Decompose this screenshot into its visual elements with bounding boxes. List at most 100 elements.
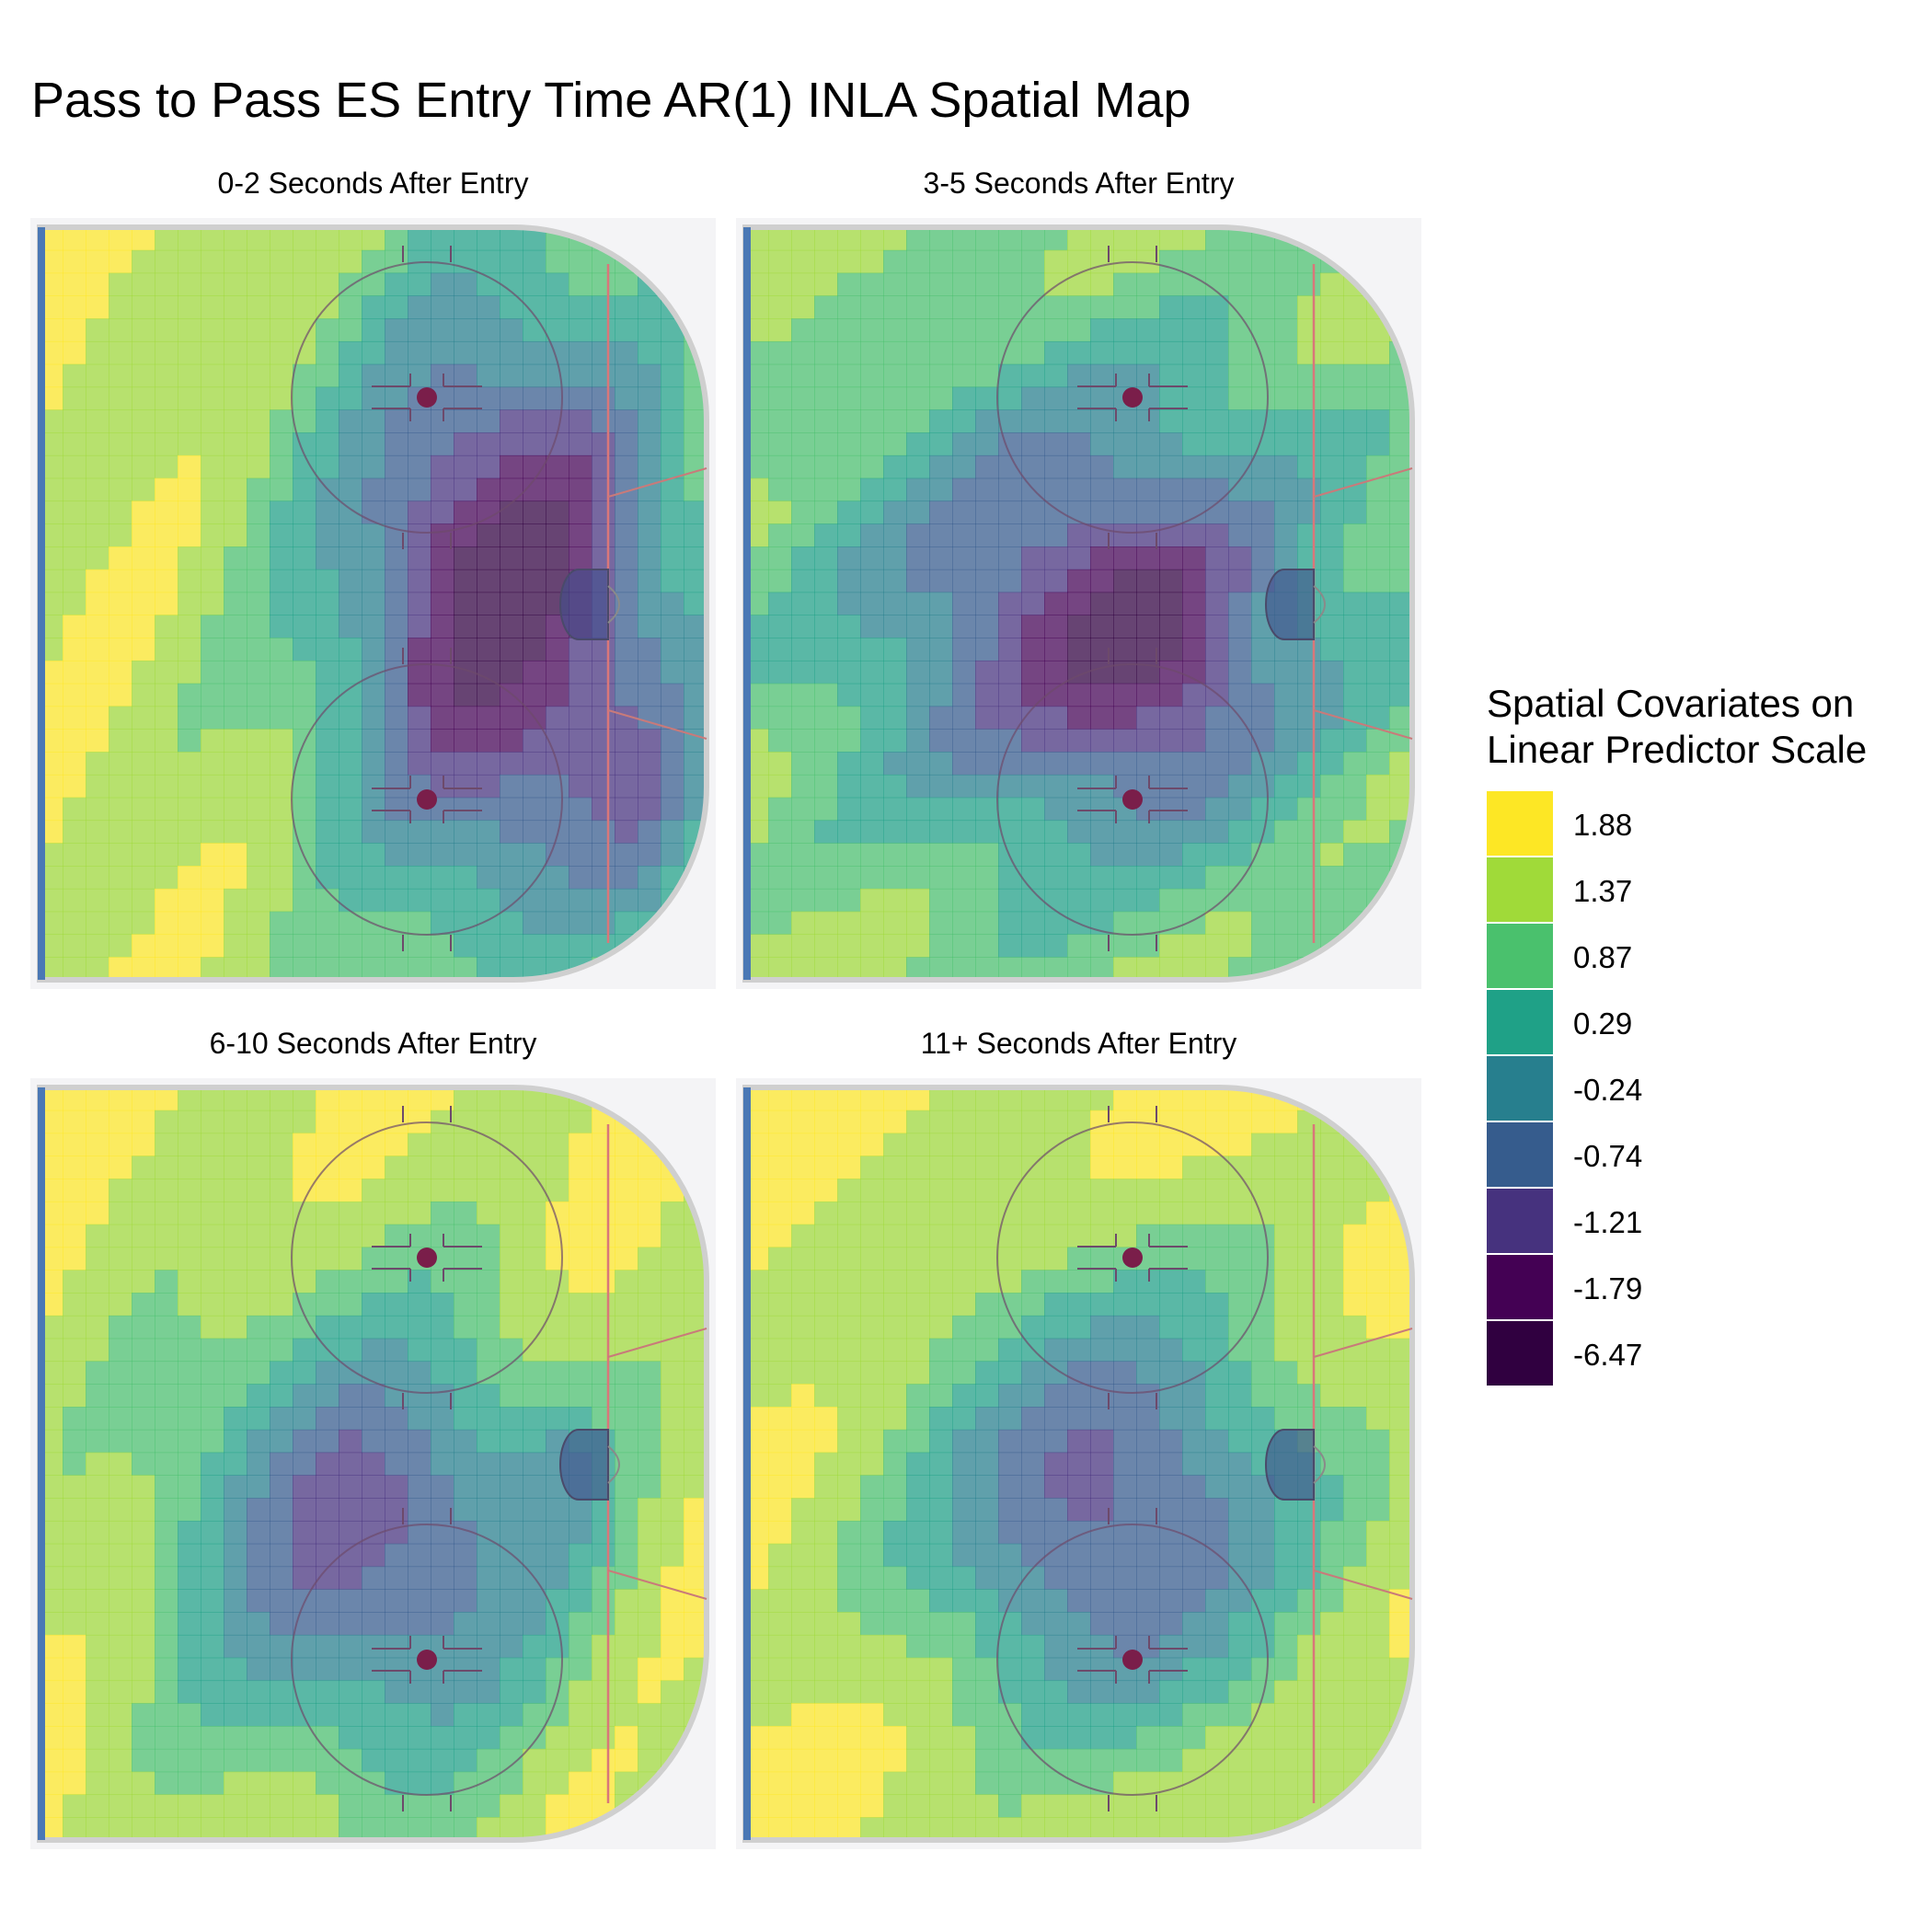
heatmap-cell	[546, 1634, 569, 1659]
heatmap-cell	[952, 295, 976, 319]
heatmap-cell	[1251, 500, 1275, 524]
heatmap-cell	[860, 1338, 884, 1363]
heatmap-cell	[1297, 272, 1321, 296]
heatmap-cell	[1113, 1156, 1137, 1179]
heatmap-cell	[1021, 1407, 1045, 1431]
heatmap-cell	[1297, 1771, 1321, 1796]
heatmap-cell	[814, 1429, 838, 1454]
heatmap-cell	[339, 957, 362, 980]
heatmap-cell	[201, 569, 224, 593]
heatmap-cell	[63, 1452, 86, 1476]
heatmap-cell	[1159, 1338, 1183, 1363]
heatmap-cell	[339, 454, 362, 479]
heatmap-cell	[339, 1520, 362, 1545]
heatmap-cell	[155, 1817, 178, 1840]
heatmap-cell	[1274, 683, 1298, 707]
heatmap-cell	[454, 615, 477, 638]
heatmap-cell	[1136, 1452, 1160, 1476]
heatmap-cell	[1159, 797, 1183, 822]
heatmap-cell	[1182, 1657, 1206, 1682]
heatmap-cell	[339, 1361, 362, 1385]
heatmap-cell	[929, 1452, 953, 1476]
crease-line	[1313, 1328, 1413, 1358]
heatmap-cell	[1067, 957, 1091, 980]
heatmap-cell	[1205, 432, 1229, 456]
heatmap-cell	[1251, 318, 1275, 342]
heatmap-cell	[592, 477, 615, 502]
heatmap-cell	[224, 1429, 247, 1454]
heatmap-cell	[952, 1338, 976, 1363]
heatmap-cell	[791, 1201, 815, 1225]
heatmap-cell	[546, 1110, 569, 1134]
heatmap-cell	[201, 1748, 224, 1773]
heatmap-cell	[1343, 706, 1367, 730]
heatmap-cell	[523, 934, 546, 958]
heatmap-cell	[247, 295, 270, 319]
heatmap-cell	[1343, 1680, 1367, 1704]
heatmap-cell	[569, 1680, 592, 1704]
heatmap-cell	[408, 295, 431, 319]
heatmap-cell	[1159, 1429, 1183, 1454]
heatmap-cell	[63, 295, 86, 319]
heatmap-cell	[1021, 1110, 1045, 1134]
heatmap-cell	[837, 1338, 861, 1363]
heatmap-cell	[362, 729, 385, 753]
heatmap-cell	[339, 1429, 362, 1454]
heatmap-cell	[906, 729, 930, 753]
heatmap-cell	[500, 660, 523, 684]
heatmap-cell	[63, 888, 86, 913]
heatmap-cell	[339, 409, 362, 433]
heatmap-cell	[1343, 454, 1367, 479]
heatmap-cell	[132, 1293, 155, 1317]
heatmap-cell	[431, 1543, 454, 1568]
heatmap-cell	[523, 1270, 546, 1294]
heatmap-cell	[1159, 729, 1183, 753]
heatmap-cell	[1044, 592, 1068, 615]
heatmap-cell	[860, 1657, 884, 1682]
faceoff-circle	[291, 1121, 563, 1394]
heatmap-cell	[1159, 546, 1183, 570]
heatmap-cell	[768, 1520, 792, 1545]
heatmap-cell	[1297, 888, 1321, 913]
heatmap-cell	[109, 272, 132, 296]
heatmap-cell	[1274, 1384, 1298, 1408]
heatmap-cell	[155, 1429, 178, 1454]
heatmap-cell	[1136, 295, 1160, 319]
heatmap-cell	[86, 432, 109, 456]
heatmap-cell	[1044, 843, 1068, 867]
heatmap-cell	[1021, 774, 1045, 799]
heatmap-cell	[998, 432, 1022, 456]
heatmap-cell	[638, 454, 661, 479]
heatmap-cell	[155, 1133, 178, 1156]
heatmap-cell	[293, 1224, 316, 1248]
heatmap-cell	[592, 774, 615, 799]
heatmap-cell	[362, 683, 385, 707]
heatmap-cell	[63, 1748, 86, 1773]
heatmap-cell	[1251, 1657, 1275, 1682]
heatmap-cell	[1343, 340, 1367, 365]
heatmap-cell	[638, 1384, 661, 1408]
heatmap-cell	[1297, 454, 1321, 479]
heatmap-cell	[975, 295, 999, 319]
heatmap-cell	[638, 546, 661, 570]
heatmap-cell	[523, 569, 546, 593]
heatmap-cell	[1320, 340, 1344, 365]
heatmap-cell	[592, 1179, 615, 1202]
heatmap-cell	[661, 523, 684, 547]
heatmap-cell	[385, 363, 408, 388]
heatmap-cell	[201, 934, 224, 958]
heatmap-cell	[339, 592, 362, 615]
heatmap-cell	[316, 432, 339, 456]
heatmap-cell	[201, 340, 224, 365]
heatmap-cell	[546, 774, 569, 799]
heatmap-cell	[906, 1475, 930, 1499]
heatmap-cell	[1343, 774, 1367, 799]
heatmap-cell	[906, 1726, 930, 1750]
heatmap-cell	[109, 911, 132, 936]
heatmap-cell	[661, 1475, 684, 1499]
heatmap-cell	[592, 1133, 615, 1156]
heatmap-cell	[592, 454, 615, 479]
heatmap-cell	[929, 1407, 953, 1431]
heatmap-cell	[178, 1429, 201, 1454]
heatmap-cell	[860, 1726, 884, 1750]
